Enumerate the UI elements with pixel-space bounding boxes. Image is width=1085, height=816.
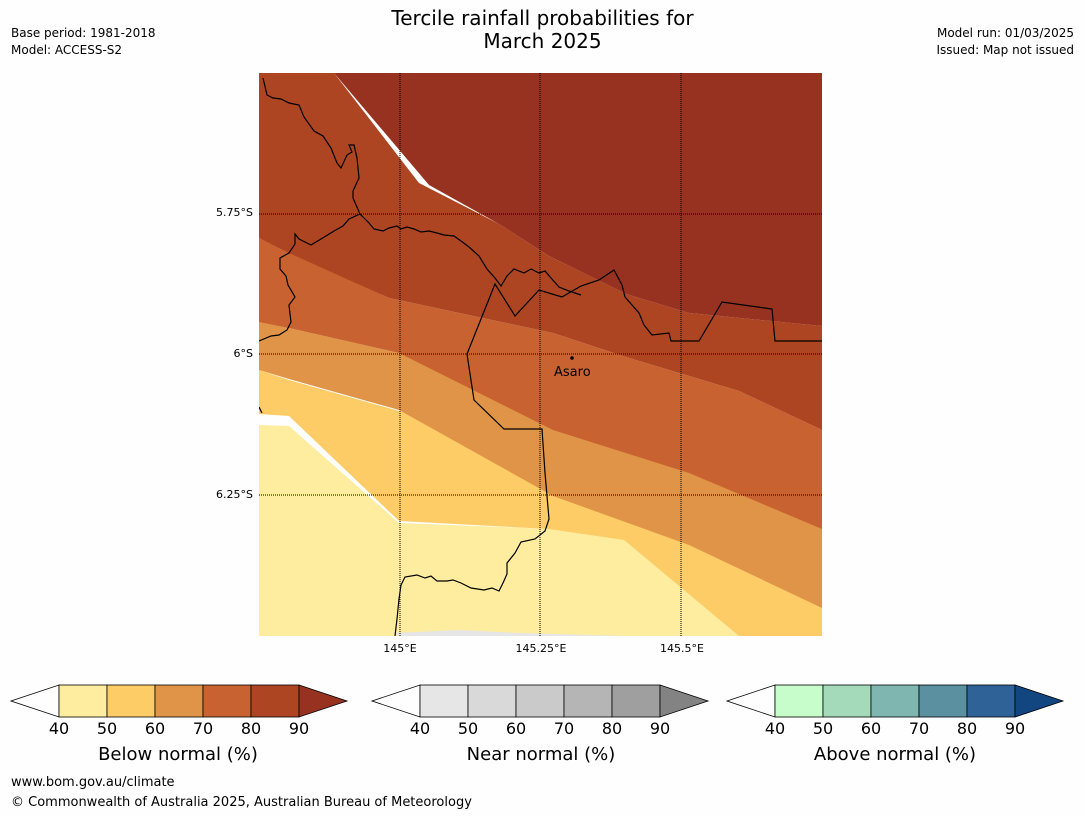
colorbar-below-extend-min	[9, 684, 60, 718]
cb-below-tick: 80	[240, 719, 262, 738]
boundary-east	[561, 269, 822, 342]
colorbar-above-70-80	[918, 684, 968, 718]
colorbar-below-80-90	[250, 684, 300, 718]
footer-url[interactable]: www.bom.gov.au/climate	[11, 775, 175, 790]
colorbar-above-extend-min	[725, 684, 776, 718]
cb-above-tick: 70	[908, 719, 930, 738]
lat-label-6-25s: 6.25°S	[216, 488, 253, 501]
colorbar-above-40-50	[774, 684, 824, 718]
cb-near-tick: 50	[457, 719, 479, 738]
colorbar-near-40-50	[419, 684, 469, 718]
asaro-label: Asaro	[554, 365, 591, 380]
colorbar-near-extend-min	[370, 684, 421, 718]
small-grey-patch	[394, 630, 626, 636]
boundary-south	[394, 282, 563, 636]
colorbar-below-extend-max	[298, 684, 349, 718]
footer-copyright: © Commonwealth of Australia 2025, Austra…	[11, 795, 472, 810]
header-left: Base period: 1981-2018 Model: ACCESS-S2	[11, 25, 156, 59]
boundary-west	[259, 213, 361, 342]
boundary-stub	[259, 406, 263, 414]
colorbar-below-60-70	[154, 684, 204, 718]
colorbar-near	[370, 684, 710, 718]
cb-above-tick: 50	[812, 719, 834, 738]
colorbar-above-80-90	[966, 684, 1016, 718]
cb-near-tick: 80	[601, 719, 623, 738]
asaro-marker	[570, 356, 574, 360]
legend-below-title: Below normal (%)	[98, 744, 258, 765]
cb-below-tick: 90	[288, 719, 310, 738]
cb-below-tick: 50	[96, 719, 118, 738]
colorbar-below-70-80	[202, 684, 252, 718]
colorbar-above-extend-max	[1014, 684, 1065, 718]
colorbar-near-70-80	[563, 684, 613, 718]
colorbar-near-80-90	[611, 684, 661, 718]
rainfall-map[interactable]: Asaro	[259, 73, 822, 636]
cb-above-tick: 80	[956, 719, 978, 738]
map-canvas: Asaro	[259, 73, 822, 636]
header-right: Model run: 01/03/2025 Issued: Map not is…	[936, 25, 1074, 59]
legend-near-title: Near normal (%)	[466, 744, 616, 765]
cb-near-tick: 70	[553, 719, 575, 738]
model-name: Model: ACCESS-S2	[11, 43, 123, 57]
colorbar-below-40-50	[58, 684, 108, 718]
cb-below-tick: 40	[48, 719, 70, 738]
base-period: Base period: 1981-2018	[11, 26, 156, 40]
lat-label-5-75s: 5.75°S	[216, 206, 253, 219]
cb-near-tick: 90	[649, 719, 671, 738]
lon-label-145-5e: 145.5°E	[660, 642, 704, 655]
model-run: Model run: 01/03/2025	[936, 26, 1074, 40]
colorbar-below-50-60	[106, 684, 156, 718]
boundary-north	[262, 77, 582, 296]
lat-label-6s: 6°S	[233, 347, 253, 360]
colorbar-above-50-60	[822, 684, 872, 718]
colorbar-above	[725, 684, 1065, 718]
colorbar-near-50-60	[467, 684, 517, 718]
cb-near-tick: 60	[505, 719, 527, 738]
lon-label-145e: 145°E	[383, 642, 417, 655]
colorbar-near-60-70	[515, 684, 565, 718]
legend-above-title: Above normal (%)	[813, 744, 977, 765]
map-title: Tercile rainfall probabilities for March…	[0, 7, 1085, 53]
colorbar-near-extend-max	[659, 684, 710, 718]
cb-above-tick: 90	[1004, 719, 1026, 738]
lon-label-145-25e: 145.25°E	[515, 642, 567, 655]
legend-near-normal	[370, 684, 711, 722]
cb-below-tick: 70	[192, 719, 214, 738]
cb-below-tick: 60	[144, 719, 166, 738]
issued-status: Issued: Map not issued	[936, 43, 1074, 57]
colorbar-above-60-70	[870, 684, 920, 718]
title-line-1: Tercile rainfall probabilities for	[391, 6, 694, 30]
colorbar-below	[9, 684, 349, 718]
band-below-90	[334, 73, 822, 326]
cb-above-tick: 60	[860, 719, 882, 738]
legend-below-normal	[9, 684, 350, 722]
legend-above-normal	[725, 684, 1066, 722]
title-line-2: March 2025	[483, 29, 602, 53]
cb-near-tick: 40	[409, 719, 431, 738]
band-below-60	[259, 321, 822, 608]
cb-above-tick: 40	[764, 719, 786, 738]
